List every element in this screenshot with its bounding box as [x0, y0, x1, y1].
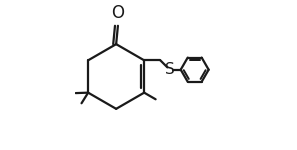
Text: S: S	[165, 62, 175, 77]
Text: O: O	[111, 4, 124, 22]
